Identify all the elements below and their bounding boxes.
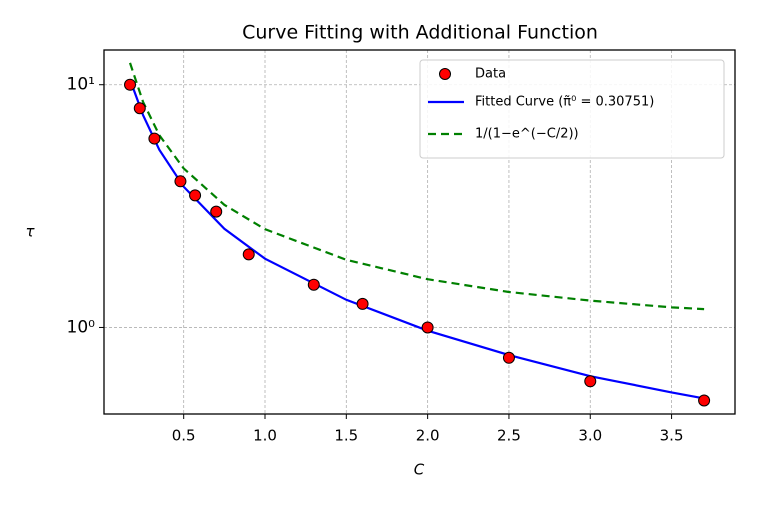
x-tick-label: 1.0 [253, 427, 277, 445]
data-point [148, 132, 161, 145]
legend-label: 1/(1−e^(−C/2)) [475, 127, 579, 142]
data-point [584, 375, 597, 388]
legend-marker [439, 68, 451, 80]
legend-label: Fitted Curve (π̃⁰ = 0.30751) [475, 95, 654, 110]
legend-box [419, 59, 725, 159]
data-point [307, 278, 320, 291]
data-point [242, 248, 255, 261]
x-tick-label: 0.5 [172, 427, 196, 445]
data-point [421, 321, 434, 334]
x-tick-label: 3.0 [578, 427, 602, 445]
data-point [502, 351, 515, 364]
x-tick-label: 2.0 [416, 427, 440, 445]
data-point [133, 102, 146, 115]
data-point [356, 297, 369, 310]
y-tick-label: 10¹ [67, 75, 95, 95]
line-series [128, 62, 705, 311]
data-point [124, 78, 137, 91]
chart-title: Curve Fitting with Additional Function [242, 22, 598, 44]
data-point [210, 205, 223, 218]
x-tick-label: 2.5 [497, 427, 521, 445]
legend-label: Data [475, 67, 506, 82]
x-tick-label: 1.5 [334, 427, 358, 445]
data-point [174, 175, 187, 188]
data-point [698, 394, 711, 407]
y-axis-label: τ [25, 223, 35, 241]
plot-frame [103, 49, 736, 415]
x-tick-label: 3.5 [660, 427, 684, 445]
y-tick-label: 10⁰ [67, 317, 96, 337]
data-point [189, 189, 202, 202]
x-axis-label: C [414, 461, 425, 479]
